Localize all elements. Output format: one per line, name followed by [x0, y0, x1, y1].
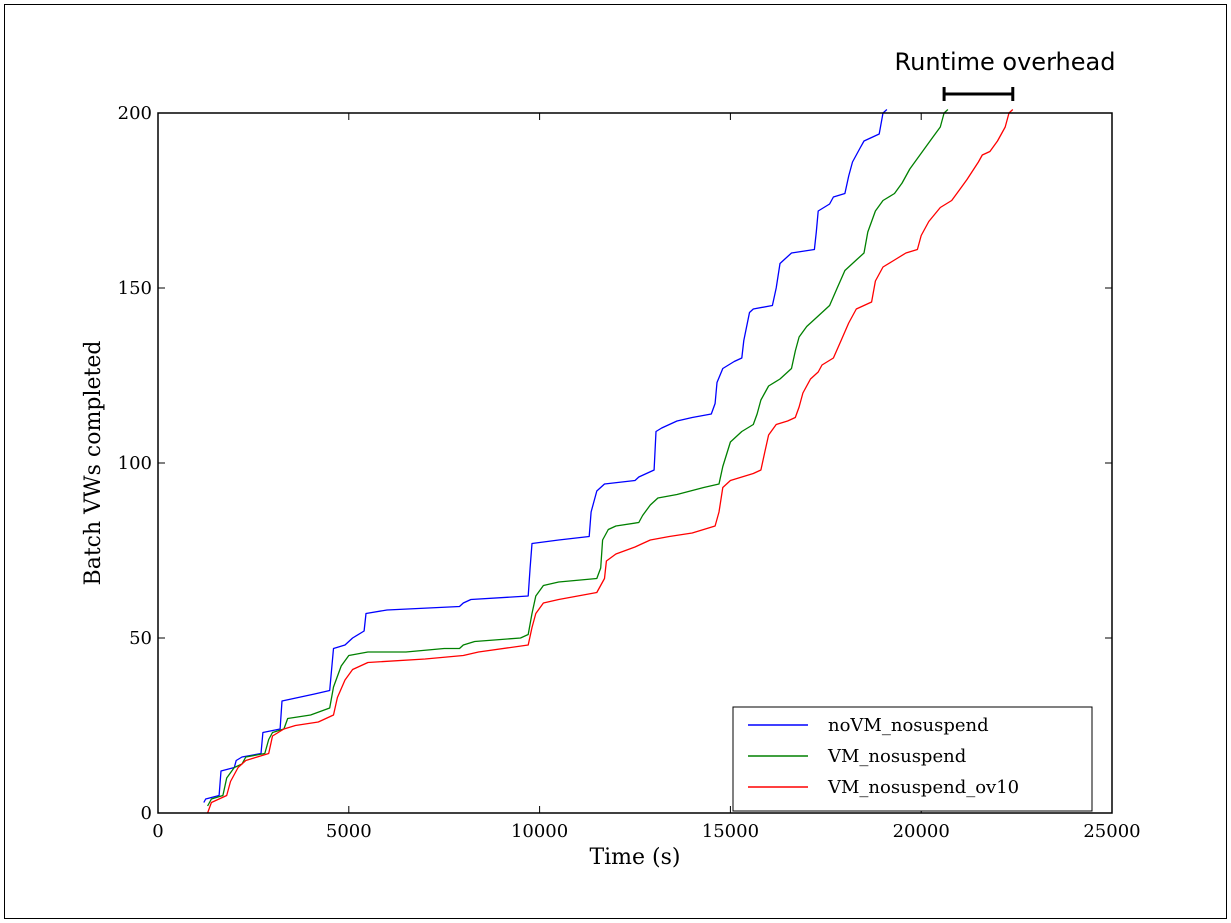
- x-tick-label: 20000: [893, 821, 950, 842]
- y-axis-title: Batch VWs completed: [81, 341, 106, 586]
- legend-label: VM_nosuspend_ov10: [827, 777, 1019, 798]
- legend-label: noVM_nosuspend: [828, 715, 989, 736]
- x-tick-label: 5000: [326, 821, 372, 842]
- axis-ticks: 0 5000 10000 15000 20000 25000 0 50 100 150 200: [118, 103, 1141, 842]
- y-tick-label: 50: [129, 628, 152, 649]
- x-tick-label: 25000: [1083, 821, 1140, 842]
- runtime-overhead-annotation: Runtime overhead: [895, 48, 1116, 101]
- x-axis-title: Time (s): [589, 845, 680, 870]
- plot-area: [203, 109, 1014, 814]
- series-line-vm-nosuspend-ov10: [206, 109, 1014, 814]
- series-line-novm-nosuspend: [203, 109, 888, 803]
- y-tick-label: 0: [141, 803, 152, 824]
- series-line-vm-nosuspend: [207, 109, 949, 807]
- annotation-label: Runtime overhead: [895, 48, 1116, 76]
- legend-label: VM_nosuspend: [827, 746, 966, 767]
- y-tick-label: 200: [118, 103, 152, 124]
- y-tick-label: 150: [118, 278, 152, 299]
- x-tick-label: 15000: [702, 821, 759, 842]
- x-tick-label: 0: [152, 821, 163, 842]
- legend: noVM_nosuspend VM_nosuspend VM_nosuspend_o…: [732, 706, 1093, 812]
- x-tick-label: 10000: [511, 821, 568, 842]
- y-tick-label: 100: [118, 453, 152, 474]
